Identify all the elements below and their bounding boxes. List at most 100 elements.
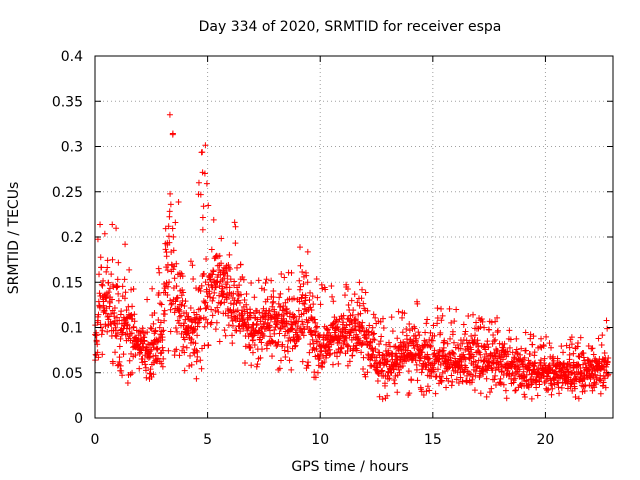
data-point bbox=[345, 342, 352, 349]
data-point bbox=[314, 294, 321, 301]
data-point bbox=[221, 299, 228, 306]
data-point bbox=[500, 381, 507, 388]
data-point bbox=[343, 322, 350, 329]
data-point bbox=[558, 343, 565, 350]
data-point bbox=[399, 314, 406, 321]
data-point bbox=[263, 276, 270, 283]
data-point bbox=[227, 300, 234, 307]
data-point bbox=[520, 374, 527, 381]
data-point bbox=[95, 311, 102, 318]
data-point bbox=[299, 291, 306, 298]
data-point bbox=[181, 336, 188, 343]
data-point bbox=[276, 294, 283, 301]
data-point bbox=[428, 372, 435, 379]
data-point bbox=[109, 221, 116, 228]
data-point bbox=[428, 337, 435, 344]
data-point bbox=[483, 375, 490, 382]
data-point bbox=[458, 358, 465, 365]
data-point bbox=[257, 336, 264, 343]
data-point bbox=[190, 276, 197, 283]
data-point bbox=[236, 318, 243, 325]
data-point bbox=[423, 388, 430, 395]
data-point bbox=[316, 355, 323, 362]
data-point bbox=[492, 318, 499, 325]
data-point bbox=[466, 355, 473, 362]
data-point bbox=[315, 362, 322, 369]
data-point bbox=[160, 355, 167, 362]
data-point bbox=[300, 332, 307, 339]
data-point bbox=[282, 353, 289, 360]
data-point bbox=[432, 390, 439, 397]
data-point bbox=[478, 315, 485, 322]
data-point bbox=[147, 325, 154, 332]
data-point bbox=[248, 362, 255, 369]
data-point bbox=[388, 369, 395, 376]
data-point bbox=[308, 307, 315, 314]
data-point bbox=[111, 305, 118, 312]
data-point bbox=[97, 221, 104, 228]
data-point bbox=[179, 273, 186, 280]
data-point bbox=[246, 343, 253, 350]
data-point bbox=[213, 319, 220, 326]
data-point bbox=[170, 233, 177, 240]
data-point bbox=[97, 254, 104, 261]
data-point bbox=[498, 368, 505, 375]
data-point bbox=[269, 353, 276, 360]
data-point bbox=[394, 335, 401, 342]
data-point bbox=[269, 338, 276, 345]
data-point bbox=[529, 380, 536, 387]
data-point bbox=[566, 344, 573, 351]
data-point bbox=[364, 329, 371, 336]
data-point bbox=[156, 269, 163, 276]
data-point bbox=[281, 323, 288, 330]
data-point bbox=[362, 289, 369, 296]
data-point bbox=[207, 294, 214, 301]
data-point bbox=[166, 213, 173, 220]
data-point bbox=[531, 363, 538, 370]
data-point bbox=[358, 295, 365, 302]
data-point bbox=[298, 328, 305, 335]
data-point bbox=[166, 111, 173, 118]
data-point bbox=[580, 361, 587, 368]
data-point bbox=[193, 311, 200, 318]
data-point bbox=[187, 352, 194, 359]
data-point bbox=[150, 320, 157, 327]
data-point bbox=[275, 300, 282, 307]
data-point bbox=[416, 332, 423, 339]
data-point bbox=[218, 235, 225, 242]
data-point bbox=[300, 280, 307, 287]
data-point bbox=[199, 149, 206, 156]
data-point bbox=[242, 359, 249, 366]
data-point bbox=[491, 376, 498, 383]
y-tick-label: 0 bbox=[74, 411, 83, 427]
data-point bbox=[306, 296, 313, 303]
data-point bbox=[166, 208, 173, 215]
data-point bbox=[278, 270, 285, 277]
data-point bbox=[128, 330, 135, 337]
data-point bbox=[183, 344, 190, 351]
data-point bbox=[377, 318, 384, 325]
data-point bbox=[565, 360, 572, 367]
data-point bbox=[113, 284, 120, 291]
data-point bbox=[422, 329, 429, 336]
data-point bbox=[210, 268, 217, 275]
data-point bbox=[531, 349, 538, 356]
data-point bbox=[440, 344, 447, 351]
data-point bbox=[175, 307, 182, 314]
data-point bbox=[166, 279, 173, 286]
data-point bbox=[473, 319, 480, 326]
data-point bbox=[324, 327, 331, 334]
data-point bbox=[223, 267, 230, 274]
data-point bbox=[453, 376, 460, 383]
data-point bbox=[597, 390, 604, 397]
y-tick-label: 0.3 bbox=[61, 140, 83, 156]
data-point bbox=[243, 301, 250, 308]
data-point bbox=[590, 364, 597, 371]
data-point bbox=[446, 305, 453, 312]
data-point bbox=[287, 310, 294, 317]
data-point bbox=[474, 340, 481, 347]
data-point bbox=[450, 350, 457, 357]
data-point bbox=[136, 365, 143, 372]
data-point bbox=[215, 308, 222, 315]
data-point bbox=[356, 302, 363, 309]
